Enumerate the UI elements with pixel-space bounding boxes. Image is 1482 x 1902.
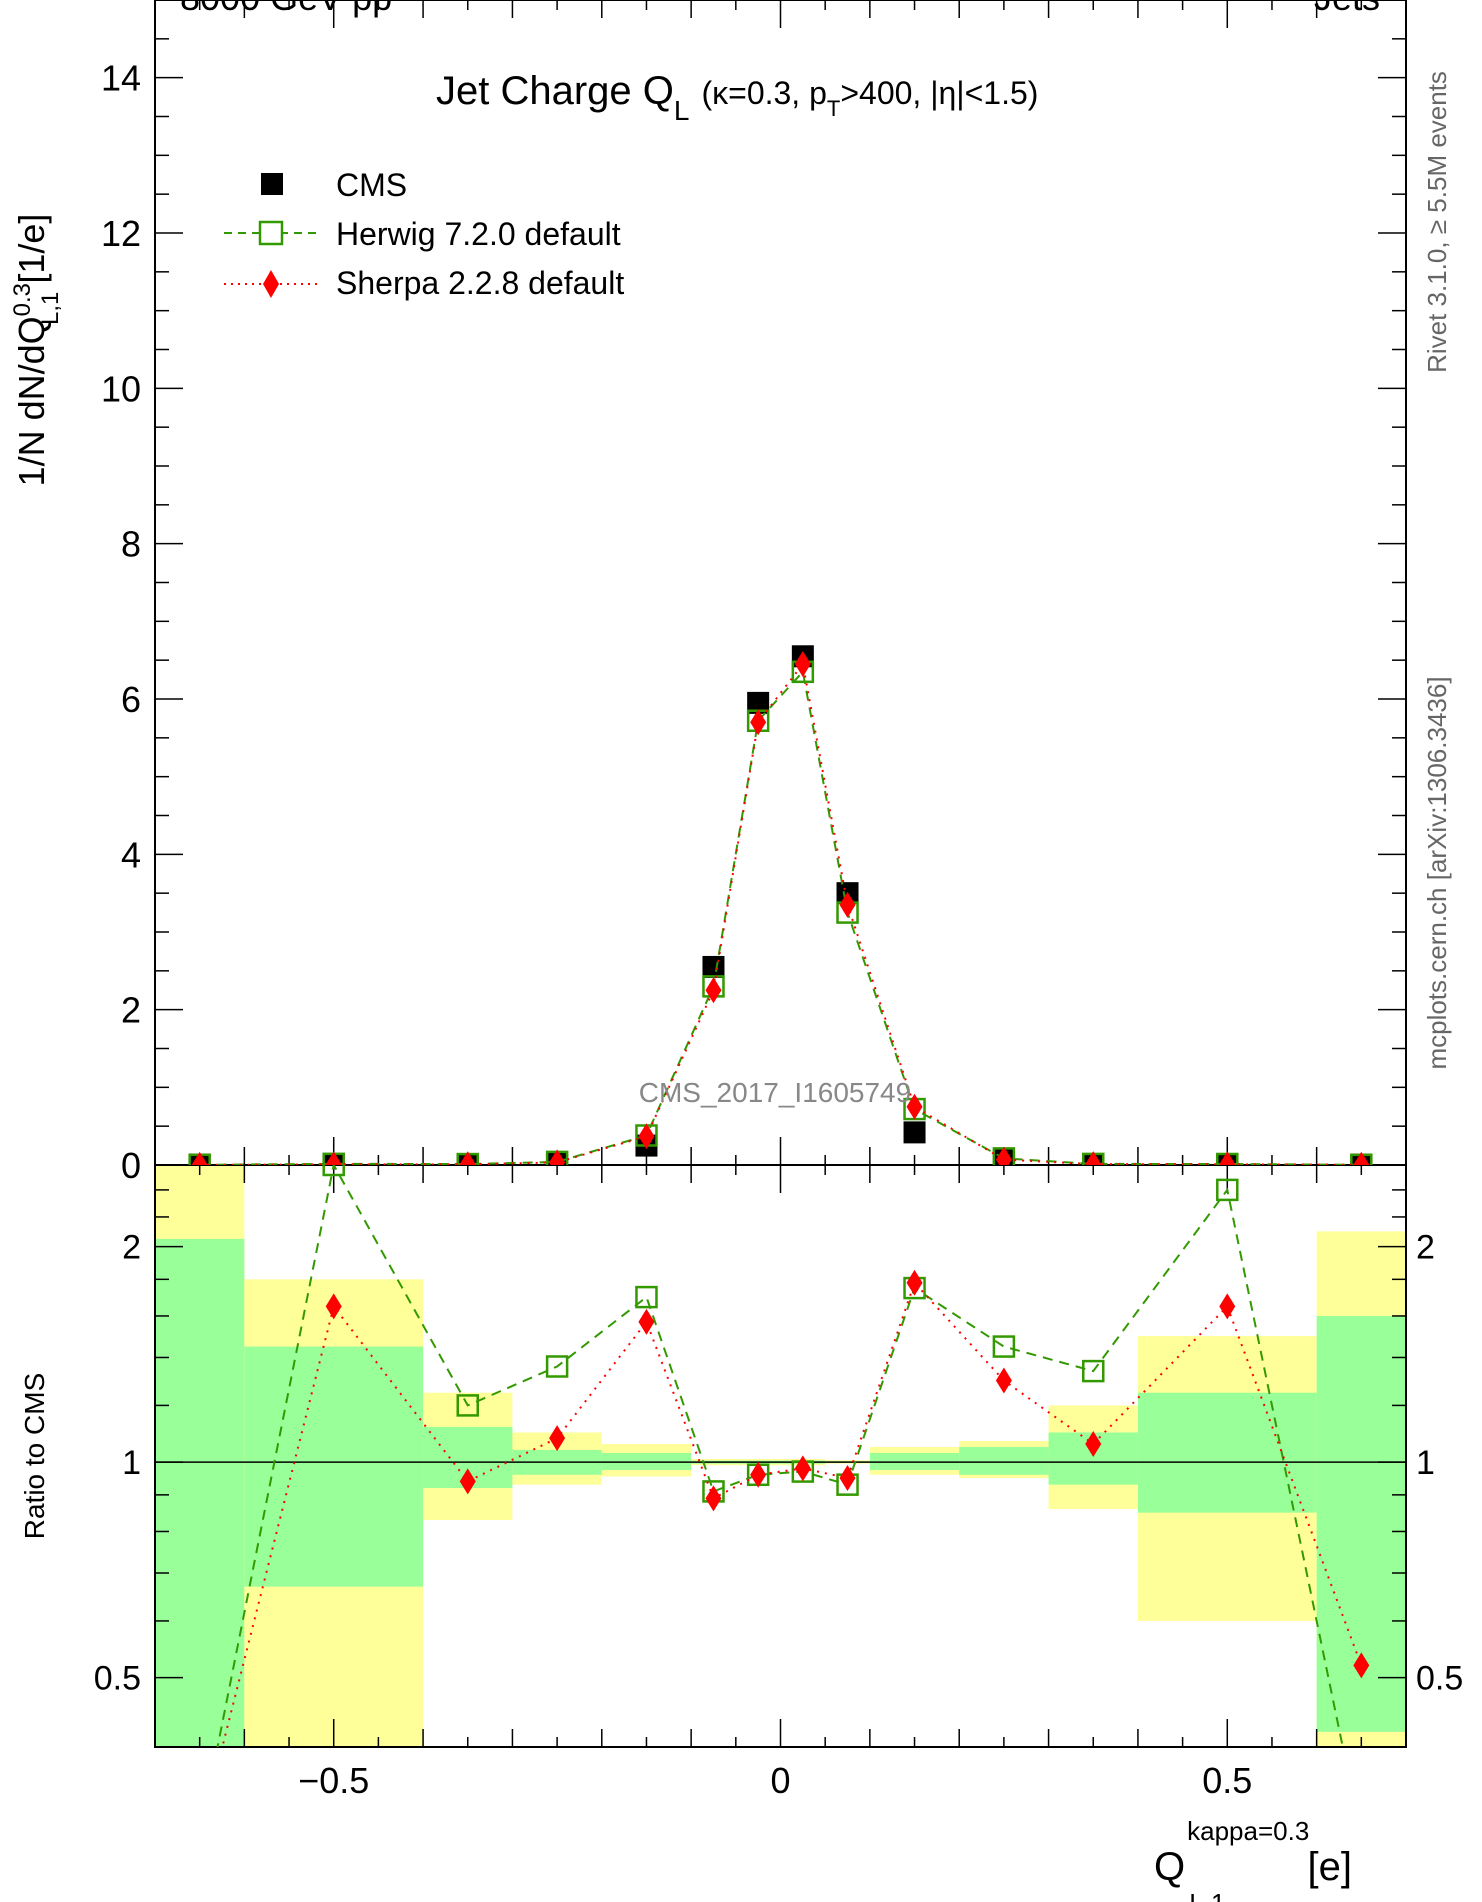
ratio-y-tick-label: 0.5: [94, 1660, 141, 1698]
ratio-y-tick-label-right: 1: [1416, 1444, 1435, 1482]
header-right: Jets: [1314, 0, 1380, 18]
ratio-bands: [155, 1165, 1406, 1747]
herwig-point: [322, 1165, 345, 1177]
sherpa-point: [839, 891, 856, 918]
sherpa-point: [750, 709, 767, 736]
y-tick-label: 8: [121, 524, 141, 565]
herwig-point: [1216, 1178, 1239, 1202]
herwig-point: [635, 1285, 658, 1309]
sherpa-point: [705, 1485, 722, 1512]
herwig-point: [1351, 1826, 1371, 1846]
sherpa-point: [839, 1465, 856, 1492]
band-inner: [959, 1446, 1049, 1475]
y-tick-label: 12: [101, 213, 141, 254]
sherpa-point: [459, 1468, 476, 1495]
sherpa-point: [1085, 1430, 1102, 1457]
legend-marker-herwig: [258, 220, 284, 246]
band-inner: [155, 1238, 245, 1747]
ratio-ylabel: Ratio to CMS: [19, 1373, 50, 1540]
chart-title: Jet Charge QL (κ=0.3, pT>400, |η|<1.5): [436, 69, 1038, 126]
sherpa-point: [549, 1149, 566, 1165]
sherpa-point: [794, 651, 811, 678]
y-tick-label: 0: [121, 1145, 141, 1186]
sherpa-point: [191, 1151, 208, 1165]
legend-marker-cms: [261, 173, 283, 195]
legend: CMS Herwig 7.2.0 default Sherpa 2.2.8 de…: [224, 167, 624, 301]
ratio-series: [190, 1165, 1371, 1849]
y-tick-label: 6: [121, 679, 141, 720]
main-series: [188, 645, 1373, 1165]
legend-label-herwig: Herwig 7.2.0 default: [336, 216, 621, 252]
herwig-point: [456, 1394, 479, 1417]
x-tick-label: 0.5: [1202, 1760, 1252, 1801]
sherpa-point: [995, 1146, 1012, 1165]
sherpa-point: [1219, 1293, 1236, 1320]
ratio-y-tick-label-right: 0.5: [1416, 1660, 1463, 1698]
sherpa-line: [199, 661, 1362, 1165]
ratio-y-tick-label-right: 2: [1416, 1229, 1435, 1267]
legend-label-sherpa: Sherpa 2.2.8 default: [336, 265, 624, 301]
sherpa-point: [1353, 1151, 1370, 1165]
ratio-y-tick-label: 1: [122, 1444, 141, 1482]
sherpa-point: [1219, 1151, 1236, 1165]
herwig-point: [1082, 1359, 1105, 1383]
y-tick-label: 10: [101, 368, 141, 409]
sherpa-point: [549, 1425, 566, 1452]
sherpa-point: [750, 1461, 767, 1488]
cms-point: [702, 955, 725, 978]
sherpa-point: [906, 1093, 923, 1120]
sherpa-point: [995, 1367, 1012, 1394]
herwig-point: [992, 1335, 1016, 1358]
legend-marker-sherpa: [263, 270, 279, 298]
sherpa-point: [638, 1308, 655, 1335]
sherpa-point: [325, 1151, 342, 1165]
legend-label-cms: CMS: [336, 167, 407, 203]
herwig-point: [545, 1355, 569, 1378]
header-left: 8000 GeV pp: [180, 0, 392, 18]
sherpa-point: [705, 977, 722, 1004]
sherpa-point: [906, 1269, 923, 1296]
cms-point: [903, 1121, 926, 1144]
side-label-upper: Rivet 3.1.0, ≥ 5.5M events: [1422, 71, 1452, 373]
x-tick-label: 0: [770, 1760, 790, 1801]
x-tick-label: −0.5: [298, 1760, 369, 1801]
y-tick-label: 2: [121, 990, 141, 1031]
analysis-label: CMS_2017_I1605749: [639, 1077, 911, 1108]
side-label-lower: mcplots.cern.ch [arXiv:1306.3436]: [1422, 676, 1452, 1069]
cms-point: [747, 691, 770, 714]
main-ylabel: 1/N dN/dQ0.3L,1[1/e]: [9, 214, 64, 487]
sherpa-point: [638, 1123, 655, 1150]
band-inner: [244, 1346, 424, 1587]
sherpa-point: [1085, 1151, 1102, 1165]
y-tick-label: 4: [121, 834, 141, 875]
sherpa-point: [1353, 1652, 1370, 1679]
ratio-y-tick-label: 2: [122, 1229, 141, 1267]
herwig-ratio-line: [216, 1165, 1344, 1747]
sherpa-point: [459, 1151, 476, 1165]
sherpa-point: [192, 1823, 208, 1849]
x-axis-label: Qkappa=0.3L,1[e]: [1154, 1816, 1352, 1902]
axis-ticks: [154, 0, 1407, 1748]
herwig-point: [190, 1826, 210, 1846]
sherpa-point: [325, 1293, 342, 1320]
y-tick-label: 14: [101, 58, 141, 99]
band-inner: [1137, 1392, 1317, 1513]
sherpa-point: [794, 1455, 811, 1482]
